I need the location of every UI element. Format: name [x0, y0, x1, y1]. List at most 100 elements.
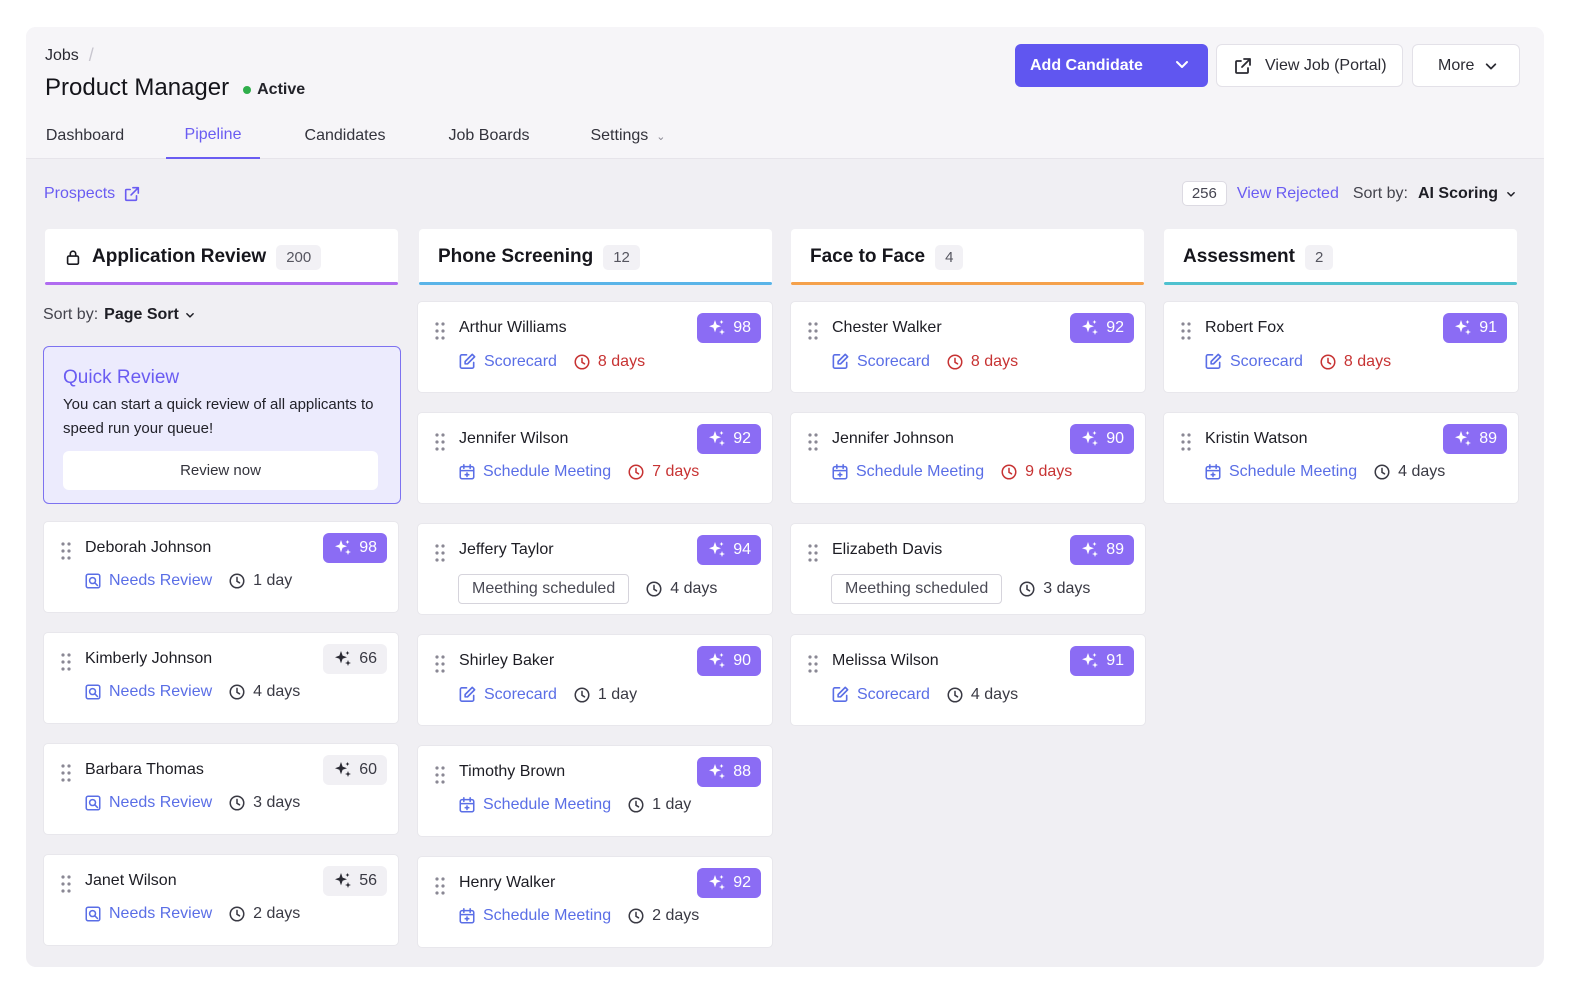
drag-handle-icon[interactable]	[808, 433, 818, 451]
candidate-name[interactable]: Barbara Thomas	[85, 761, 204, 778]
card-meta: Scorecard 4 days	[831, 685, 1018, 704]
candidate-name[interactable]: Jennifer Wilson	[459, 430, 569, 447]
sort-dropdown[interactable]: AI Scoring	[1418, 185, 1516, 203]
candidate-card[interactable]: Jennifer Wilson 92 Schedule Meeting 7 days	[417, 412, 773, 504]
sparkle-icon	[1080, 651, 1100, 671]
drag-handle-icon[interactable]	[808, 655, 818, 673]
column-sort-value: Page Sort	[104, 306, 179, 323]
candidate-name[interactable]: Henry Walker	[459, 874, 556, 891]
app-frame: Jobs / Product Manager Active Dashboard …	[26, 27, 1544, 967]
candidate-name[interactable]: Robert Fox	[1205, 319, 1285, 336]
column-header-0[interactable]: Application Review 200	[45, 229, 398, 285]
tab-candidates[interactable]: Candidates	[302, 113, 388, 159]
drag-handle-icon[interactable]	[435, 322, 445, 340]
candidate-card[interactable]: Kristin Watson 89 Schedule Meeting 4 days	[1163, 412, 1519, 504]
needs-review-link[interactable]: Needs Review	[84, 794, 212, 812]
tab-settings[interactable]: Settings ⌄	[587, 113, 669, 159]
scorecard-link[interactable]: Scorecard	[458, 685, 557, 704]
ai-score-value: 60	[359, 761, 377, 778]
candidate-card[interactable]: Janet Wilson 56 Needs Review 2 days	[43, 854, 399, 946]
ai-score-value: 92	[1106, 319, 1124, 336]
candidate-card[interactable]: Arthur Williams 98 Scorecard 8 days	[417, 301, 773, 393]
candidate-card[interactable]: Elizabeth Davis 89 Meething scheduled 3 day…	[790, 523, 1146, 615]
drag-handle-icon[interactable]	[808, 544, 818, 562]
drag-handle-icon[interactable]	[808, 322, 818, 340]
candidate-name[interactable]: Elizabeth Davis	[832, 541, 943, 558]
sparkle-icon	[707, 540, 727, 560]
scorecard-link[interactable]: Scorecard	[831, 352, 930, 371]
needs-review-link[interactable]: Needs Review	[84, 905, 212, 923]
schedule-meeting-link[interactable]: Schedule Meeting	[458, 907, 611, 925]
title-row: Product Manager Active	[45, 74, 305, 102]
column-header-1[interactable]: Phone Screening 12	[419, 229, 772, 285]
breadcrumb-jobs[interactable]: Jobs	[45, 46, 79, 64]
card-meta: Scorecard 8 days	[1204, 352, 1391, 371]
drag-handle-icon[interactable]	[61, 764, 71, 782]
candidate-name[interactable]: Jennifer Johnson	[832, 430, 954, 447]
view-job-portal-button[interactable]: View Job (Portal)	[1216, 44, 1403, 87]
time-label: 1 day	[597, 685, 638, 703]
prospects-link[interactable]: Prospects	[44, 185, 141, 203]
chevron-down-icon[interactable]	[1174, 56, 1190, 72]
tab-dashboard[interactable]: Dashboard	[45, 113, 125, 159]
candidate-card[interactable]: Robert Fox 91 Scorecard 8 days	[1163, 301, 1519, 393]
candidate-name[interactable]: Kimberly Johnson	[85, 650, 213, 667]
candidate-card[interactable]: Deborah Johnson 98 Needs Review 1 day	[43, 521, 399, 613]
drag-handle-icon[interactable]	[61, 542, 71, 560]
more-button[interactable]: More	[1412, 44, 1520, 87]
candidate-name[interactable]: Deborah Johnson	[85, 539, 212, 556]
candidate-name[interactable]: Chester Walker	[832, 319, 942, 336]
drag-handle-icon[interactable]	[1181, 322, 1191, 340]
candidate-name[interactable]: Arthur Williams	[459, 319, 567, 336]
candidate-name[interactable]: Kristin Watson	[1205, 430, 1308, 447]
drag-handle-icon[interactable]	[435, 433, 445, 451]
scorecard-link[interactable]: Scorecard	[1204, 352, 1303, 371]
schedule-meeting-link[interactable]: Schedule Meeting	[458, 463, 611, 481]
sparkle-icon	[333, 871, 353, 891]
candidate-card[interactable]: Jeffery Taylor 94 Meething scheduled 4 days	[417, 523, 773, 615]
drag-handle-icon[interactable]	[435, 544, 445, 562]
time-in-stage: 8 days	[946, 353, 1018, 371]
candidate-card[interactable]: Barbara Thomas 60 Needs Review 3 days	[43, 743, 399, 835]
candidate-card[interactable]: Melissa Wilson 91 Scorecard 4 days	[790, 634, 1146, 726]
view-rejected-link[interactable]: View Rejected	[1236, 184, 1339, 202]
candidate-name[interactable]: Shirley Baker	[459, 652, 555, 669]
time-label: 4 days	[970, 685, 1019, 703]
card-meta: Scorecard 8 days	[458, 352, 645, 371]
candidate-card[interactable]: Chester Walker 92 Scorecard 8 days	[790, 301, 1146, 393]
scorecard-link[interactable]: Scorecard	[458, 352, 557, 371]
status-dot-icon	[243, 86, 252, 94]
drag-handle-icon[interactable]	[435, 877, 445, 895]
candidate-card[interactable]: Jennifer Johnson 90 Schedule Meeting 9 days	[790, 412, 1146, 504]
scorecard-link[interactable]: Scorecard	[831, 685, 930, 704]
action-label: Schedule Meeting	[483, 796, 612, 813]
drag-handle-icon[interactable]	[1181, 433, 1191, 451]
drag-handle-icon[interactable]	[61, 875, 71, 893]
candidate-name[interactable]: Melissa Wilson	[832, 652, 939, 669]
review-now-button[interactable]: Review now	[63, 451, 378, 490]
candidate-name[interactable]: Timothy Brown	[459, 763, 566, 780]
column-sort-dropdown[interactable]: Sort by: Page Sort	[43, 306, 195, 324]
candidate-name[interactable]: Jeffery Taylor	[459, 541, 554, 558]
drag-handle-icon[interactable]	[435, 655, 445, 673]
column-header-3[interactable]: Assessment 2	[1164, 229, 1517, 285]
drag-handle-icon[interactable]	[61, 653, 71, 671]
tab-pipeline[interactable]: Pipeline	[166, 113, 260, 159]
schedule-meeting-link[interactable]: Schedule Meeting	[458, 796, 611, 814]
add-candidate-button[interactable]: Add Candidate	[1015, 44, 1208, 87]
calendar-icon	[458, 463, 476, 481]
candidate-name[interactable]: Janet Wilson	[85, 872, 177, 889]
candidate-card[interactable]: Henry Walker 92 Schedule Meeting 2 days	[417, 856, 773, 948]
needs-review-link[interactable]: Needs Review	[84, 572, 212, 590]
candidate-card[interactable]: Kimberly Johnson 66 Needs Review 4 days	[43, 632, 399, 724]
candidate-card[interactable]: Shirley Baker 90 Scorecard 1 day	[417, 634, 773, 726]
schedule-meeting-link[interactable]: Schedule Meeting	[831, 463, 984, 481]
time-in-stage: 3 days	[228, 794, 300, 812]
tab-job-boards[interactable]: Job Boards	[446, 113, 532, 159]
schedule-meeting-link[interactable]: Schedule Meeting	[1204, 463, 1357, 481]
needs-review-link[interactable]: Needs Review	[84, 683, 212, 701]
drag-handle-icon[interactable]	[435, 766, 445, 784]
candidate-card[interactable]: Timothy Brown 88 Schedule Meeting 1 day	[417, 745, 773, 837]
column-header-2[interactable]: Face to Face 4	[791, 229, 1144, 285]
time-in-stage: 4 days	[228, 683, 300, 701]
